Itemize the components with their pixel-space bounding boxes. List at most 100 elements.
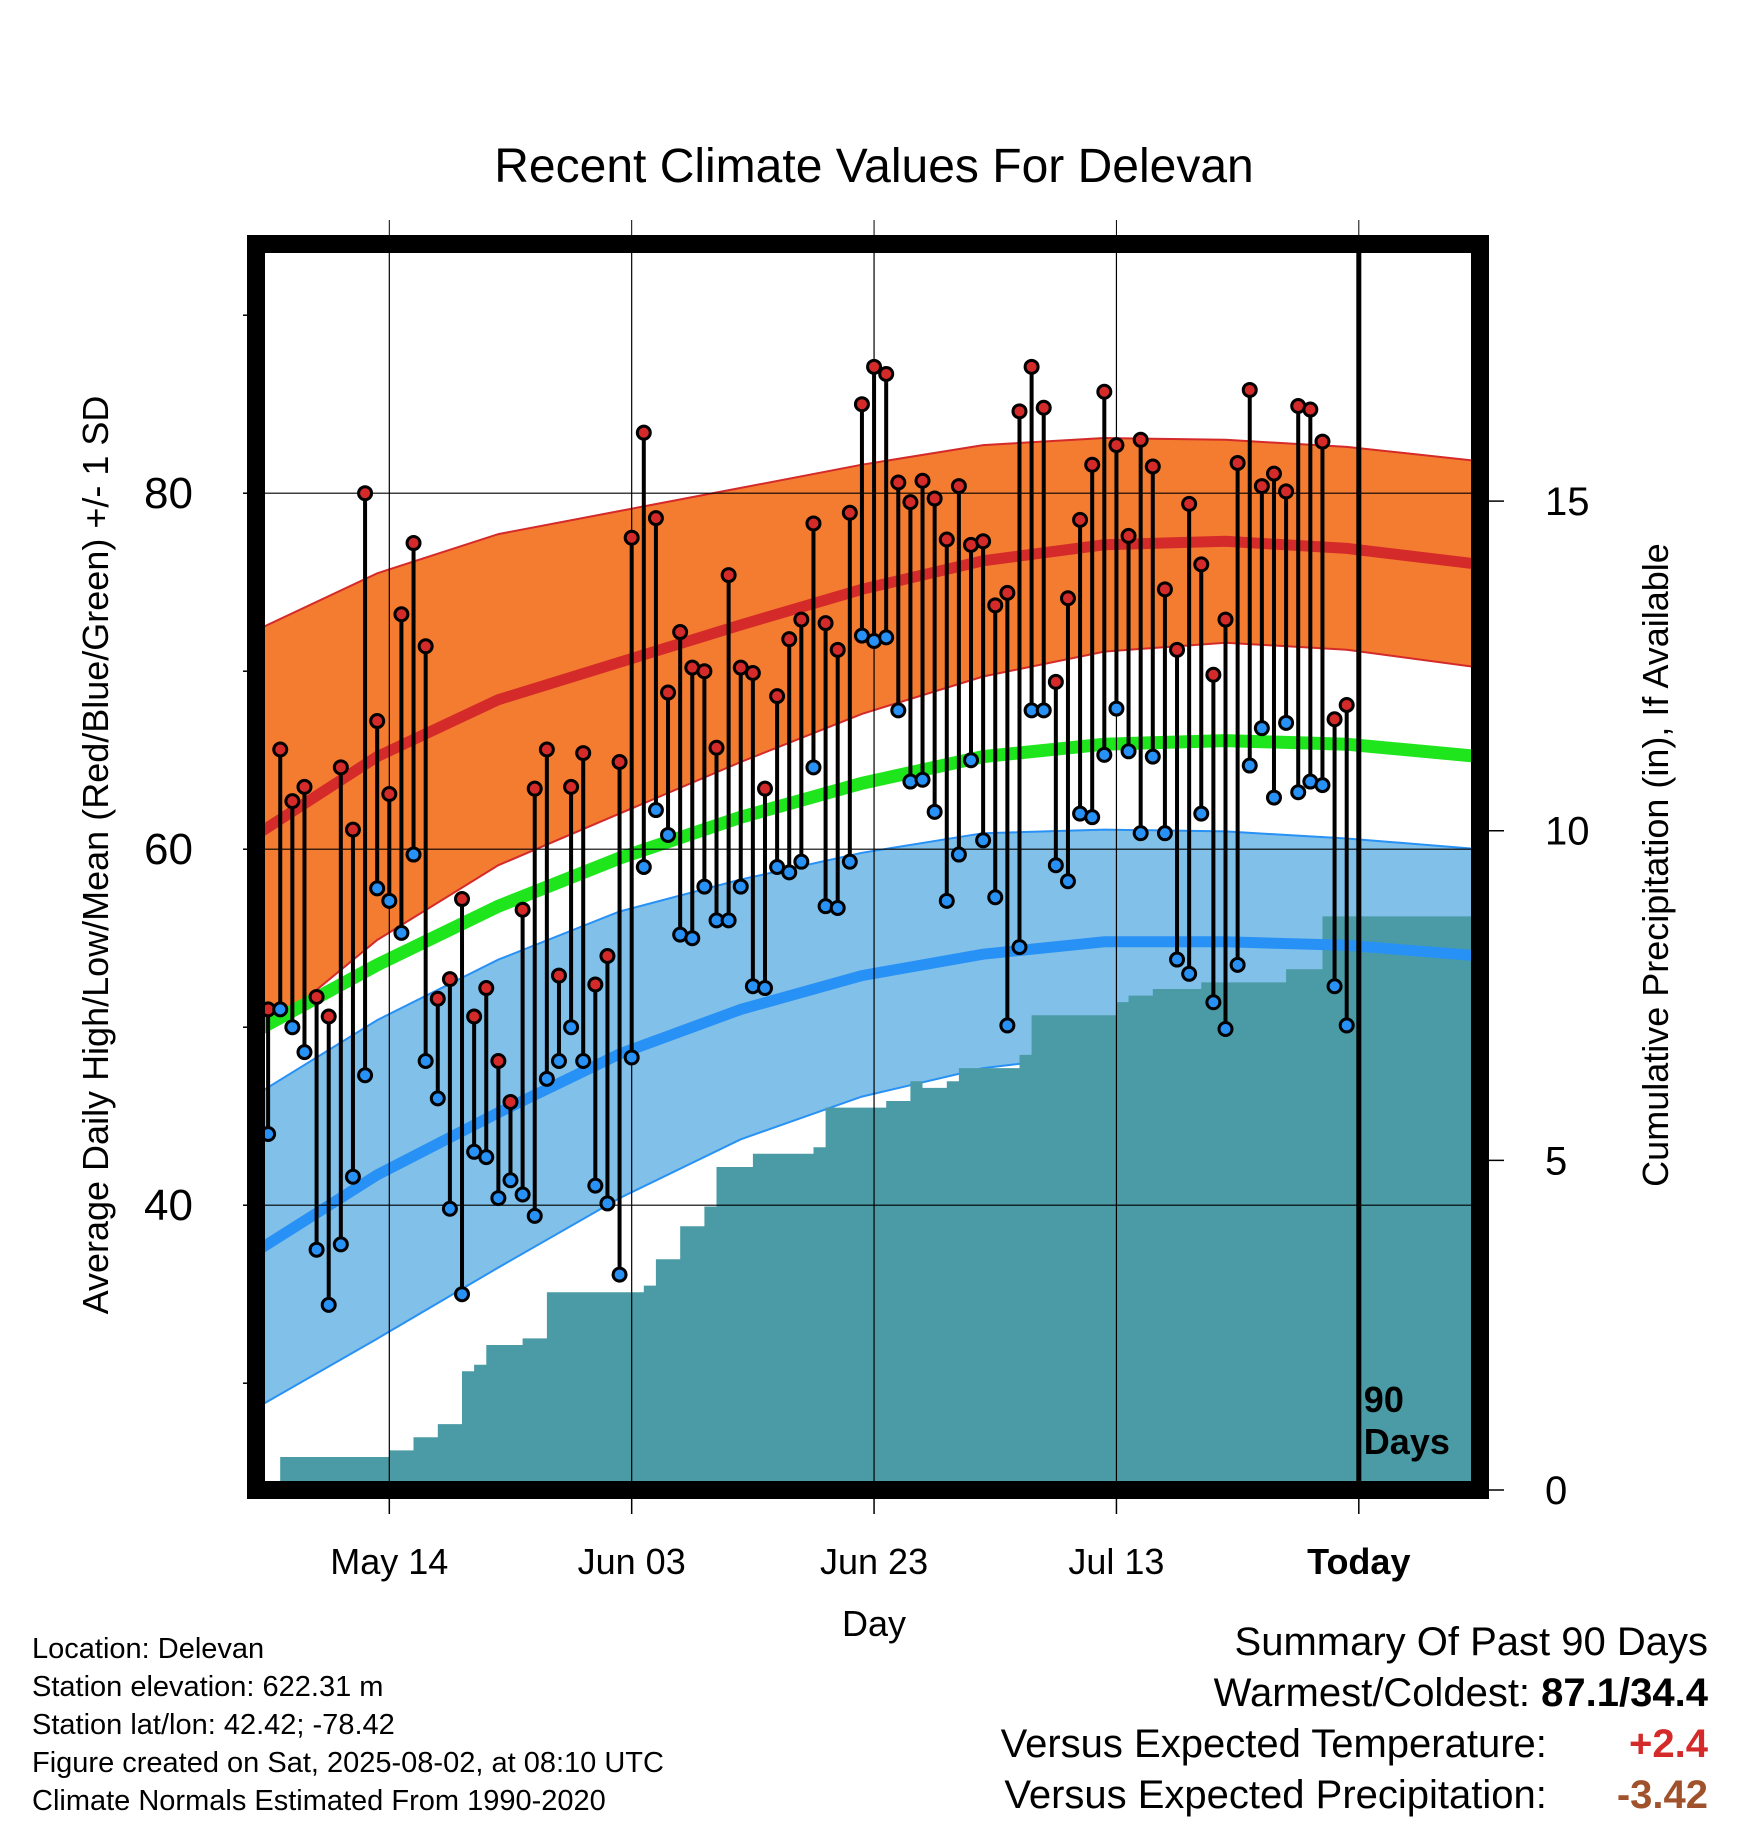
daily-low-point [1241,757,1258,774]
daily-high-point [454,891,471,908]
daily-low-point [1193,805,1210,822]
daily-high-point [841,504,858,521]
daily-high-point [1059,590,1076,607]
today-marker-label: 90 Days [1364,1379,1450,1462]
daily-high-point [975,533,992,550]
temp-anomaly-label: Versus Expected Temperature: [1000,1722,1547,1766]
daily-low-point [720,912,737,929]
daily-high-point [926,490,943,507]
daily-high-point [1181,495,1198,512]
y2-tick-label: 0 [1545,1469,1567,1513]
today-marker-label-line: Days [1364,1421,1450,1462]
daily-high-point [635,424,652,441]
daily-high-point [1120,527,1137,544]
daily-low-point [1290,784,1307,801]
daily-high-point [1035,399,1052,416]
daily-high-point [1265,465,1282,482]
daily-high-point [720,567,737,584]
daily-high-point [817,615,834,632]
daily-low-point [1326,978,1343,995]
precip-anomaly-label: Versus Expected Precipitation: [1004,1773,1547,1817]
y2-tick-label: 5 [1545,1139,1567,1183]
x-tick-label: May 14 [330,1541,448,1582]
daily-high-point [696,663,713,680]
daily-high-point [1144,458,1161,475]
normals-text: Climate Normals Estimated From 1990-2020 [32,1785,606,1817]
daily-high-point [1217,611,1234,628]
low-upper-edge [256,828,1480,1096]
daily-high-point [1072,511,1089,528]
daily-low-point [623,1049,640,1066]
daily-high-point [805,515,822,532]
daily-high-point [1241,381,1258,398]
daily-high-point [1132,431,1149,448]
daily-low-point [696,878,713,895]
daily-high-point [829,641,846,658]
daily-low-point [417,1053,434,1070]
daily-high-point [478,980,495,997]
created-text: Figure created on Sat, 2025-08-02, at 08… [32,1747,664,1779]
daily-high-point [987,597,1004,614]
daily-low-point [357,1067,374,1084]
station-info: Location: Delevan Station elevation: 622… [32,1630,664,1820]
daily-low-point [647,802,664,819]
daily-low-point [926,803,943,820]
daily-low-point [587,1177,604,1194]
daily-high-point [1023,358,1040,375]
daily-low-point [1011,939,1028,956]
daily-low-point [987,889,1004,906]
y2-tick-label: 10 [1545,810,1590,854]
daily-high-point [1253,478,1270,495]
daily-low-point [611,1266,628,1283]
daily-low-point [841,853,858,870]
daily-low-point [454,1286,471,1303]
precipitation-area [256,916,1480,1490]
daily-high-point [332,759,349,776]
daily-low-point [1156,825,1173,842]
y-tick-label: 60 [144,825,193,874]
daily-low-point [975,832,992,849]
elevation-text: Station elevation: 622.31 m [32,1671,384,1703]
daily-low-point [890,702,907,719]
daily-low-point [938,892,955,909]
daily-low-point [320,1296,337,1313]
daily-high-point [878,365,895,382]
daily-high-point [550,967,567,984]
x-tick-label: Jul 13 [1068,1541,1164,1582]
daily-low-point [599,1195,616,1212]
daily-high-point [623,529,640,546]
daily-low-point [1265,789,1282,806]
daily-low-point [575,1053,592,1070]
latlon-text: Station lat/lon: 42.42; -78.42 [32,1709,395,1741]
normal-low-line [256,936,1480,1257]
daily-low-point [514,1186,531,1203]
daily-high-point [514,901,531,918]
summary-temperature: Versus Expected Temperature: +2.4 [1001,1719,1708,1770]
daily-high-point [1156,581,1173,598]
summary-warmest: Warmest/Coldest: 87.1/34.4 [1001,1668,1708,1719]
daily-low-point [950,846,967,863]
daily-high-point [1047,673,1064,690]
plot-frame [247,235,1489,1499]
daily-high-point [490,1053,507,1070]
daily-low-point [1217,1020,1234,1037]
daily-high-point [502,1093,519,1110]
plot-inner [256,244,1480,1490]
daily-low-point [1084,809,1101,826]
daily-high-point [308,988,325,1005]
daily-low-point [914,771,931,788]
daily-high-point [1084,456,1101,473]
y-axis-label: Average Daily High/Low/Mean (Red/Blue/Gr… [75,396,116,1315]
daily-high-point [660,684,677,701]
daily-high-point [756,780,773,797]
daily-low-point [1278,714,1295,731]
x-axis-label: Day [842,1603,906,1644]
daily-low-point [563,1019,580,1036]
daily-high-point [914,472,931,489]
summary-title: Summary Of Past 90 Days [1234,1620,1708,1664]
daily-high-point [563,778,580,795]
daily-high-point [1302,401,1319,418]
daily-low-point [393,924,410,941]
daily-low-point [635,859,652,875]
daily-high-point [272,741,289,758]
